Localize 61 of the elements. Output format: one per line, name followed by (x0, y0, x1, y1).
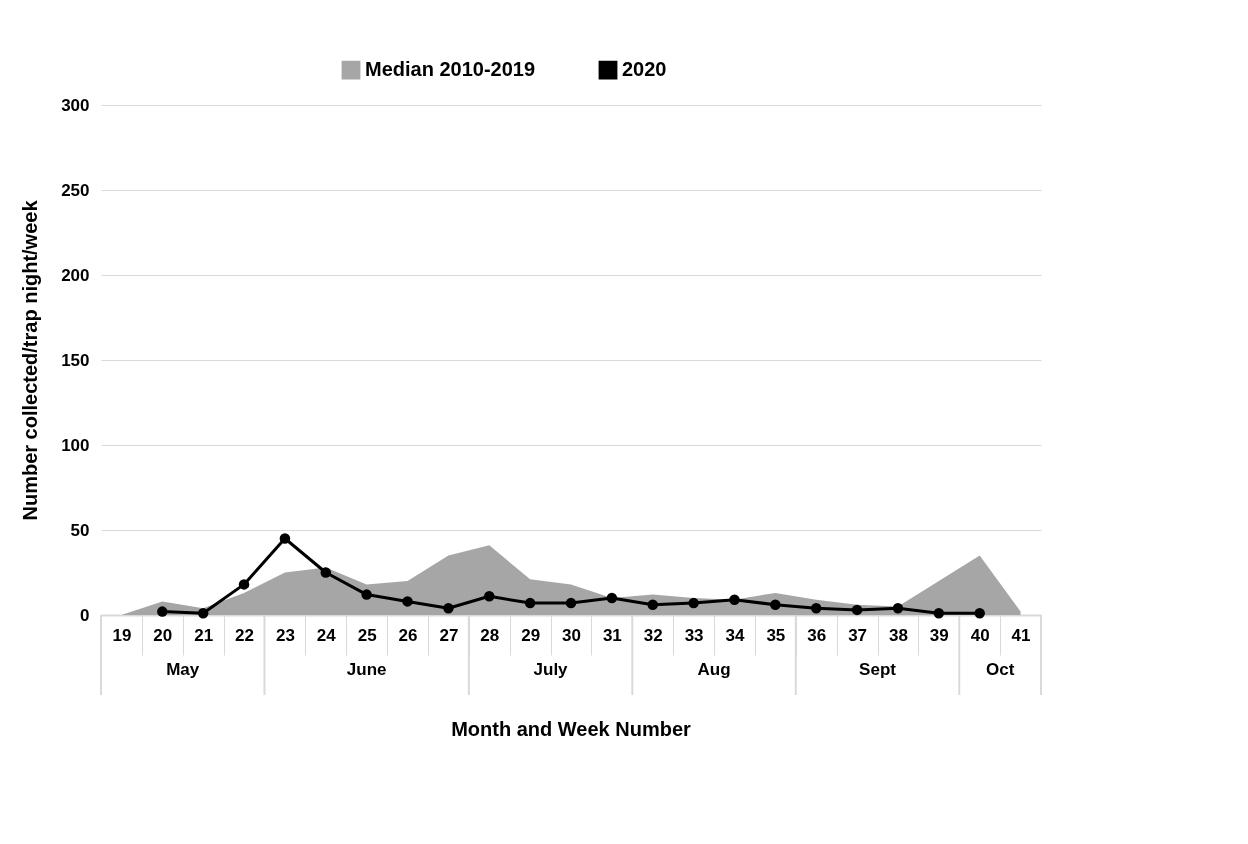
x-tick-label: 22 (235, 625, 254, 645)
x-tick-label: 40 (970, 625, 990, 645)
point (688, 597, 699, 609)
y-tick-label: 300 (61, 95, 90, 115)
y-tick-label: 200 (61, 265, 90, 285)
x-tick-label: 37 (848, 625, 868, 645)
text: June (346, 660, 387, 679)
point (810, 602, 822, 614)
x-tick-label: 38 (889, 625, 908, 645)
text: Sept (859, 660, 897, 679)
x-tick-label: 26 (398, 625, 418, 645)
x-tick-label: 34 (725, 625, 745, 645)
point (729, 594, 740, 605)
x-axis-title: Month and Week Number (451, 718, 692, 740)
text: Oct (985, 660, 1015, 679)
x-tick-label: 23 (275, 625, 295, 645)
y-tick-label: 250 (61, 180, 90, 200)
x-tick-label: 31 (602, 625, 622, 645)
text: Aug (697, 660, 731, 679)
point (238, 579, 250, 590)
y-tick-label: 50 (70, 520, 90, 540)
point (320, 567, 332, 578)
x-tick-label: 24 (316, 625, 337, 645)
x-tick-label: 35 (766, 625, 786, 645)
point (361, 589, 372, 600)
y-tick-label: 0 (80, 605, 90, 625)
point (892, 602, 904, 614)
x-tick-label: 29 (521, 625, 541, 645)
point (933, 608, 945, 619)
point (565, 597, 577, 609)
point (851, 604, 863, 616)
point (197, 608, 209, 619)
point (402, 596, 413, 607)
point (647, 599, 658, 611)
point (279, 533, 291, 544)
legend-label: 2020 (622, 58, 667, 81)
x-tick-label: 39 (929, 625, 949, 645)
y-tick-label: 100 (61, 435, 90, 455)
x-tick-label: 27 (439, 625, 459, 645)
x-tick-label: 20 (153, 625, 173, 645)
x-tick-label: 32 (643, 625, 663, 645)
legend-label: Median 2010-2019 (365, 58, 536, 81)
point (157, 606, 168, 617)
x-tick-label: 28 (480, 625, 500, 645)
x-tick-label: 41 (1011, 625, 1031, 645)
x-tick-label: 33 (684, 625, 704, 645)
point (606, 592, 618, 604)
x-tick-label: 36 (807, 625, 827, 645)
x-tick-label: 30 (562, 625, 581, 645)
text: July (533, 660, 569, 679)
point (484, 591, 495, 602)
point (524, 597, 536, 609)
text: May (166, 660, 200, 679)
y-tick-label: 150 (61, 350, 90, 370)
point (770, 599, 781, 611)
y-axis-title: Number collected/trap night/week (19, 199, 42, 521)
point (443, 602, 454, 614)
point (974, 608, 985, 619)
x-tick-label: 19 (112, 625, 132, 645)
x-tick-label: 21 (194, 625, 214, 645)
x-tick-label: 25 (357, 625, 377, 645)
